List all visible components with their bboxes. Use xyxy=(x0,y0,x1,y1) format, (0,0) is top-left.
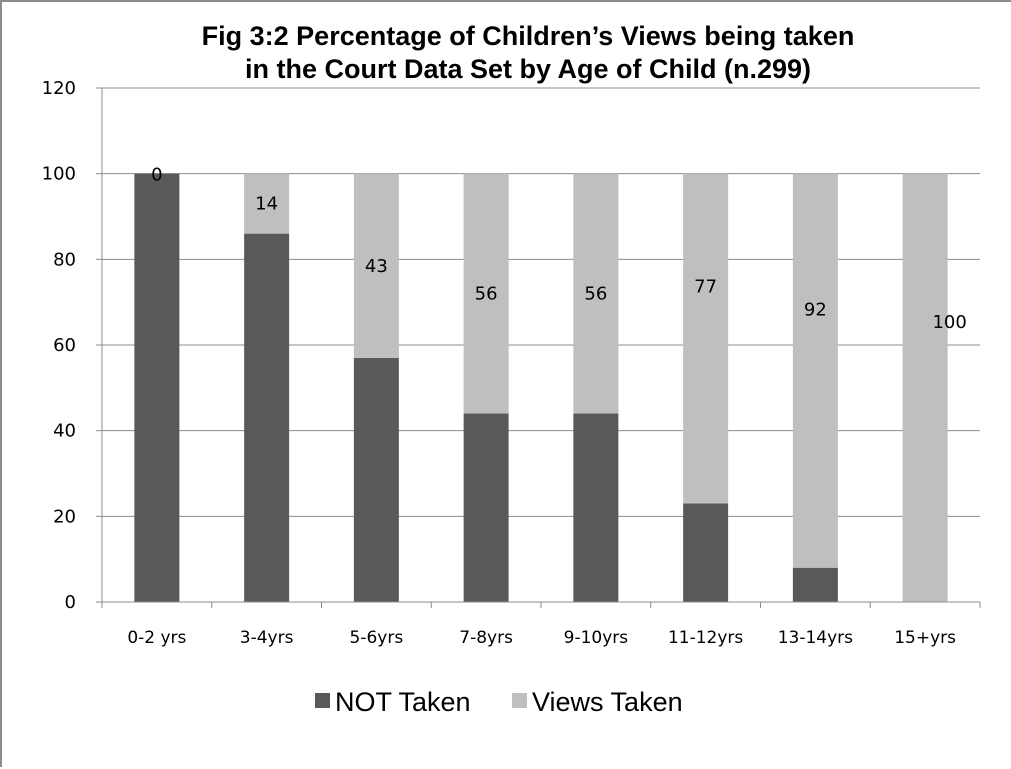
grid-lines xyxy=(102,87,980,517)
data-label-5-6yrs: 43 xyxy=(365,256,388,277)
data-label-3-4yrs: 14 xyxy=(255,194,278,215)
x-tick-label: 13-14yrs xyxy=(778,628,853,648)
x-tick-labels: 0-2 yrs 3-4yrs 5-6yrs 7-8yrs 9-10yrs 11-12yrs… xyxy=(127,628,956,648)
chart-title-line-2: in the Court Data Set by Age of Child (n… xyxy=(245,54,811,84)
bar-not-taken-5-6yrs xyxy=(353,357,399,602)
chart-title-line-1: Fig 3:2 Percentage of Children’s Views b… xyxy=(202,21,855,51)
bar-not-taken-3-4yrs xyxy=(244,233,290,602)
legend-swatch xyxy=(315,693,330,708)
bar-not-taken-7-8yrs xyxy=(463,413,509,602)
legend-item-not-taken: NOT Taken xyxy=(315,687,471,717)
data-label-15+yrs: 100 xyxy=(932,312,966,333)
x-tick-label: 9-10yrs xyxy=(564,628,629,648)
x-tick-label: 7-8yrs xyxy=(459,628,513,648)
bar-views-taken-5-6yrs xyxy=(353,173,399,358)
bar-views-taken-3-4yrs xyxy=(244,173,290,234)
bars xyxy=(134,173,948,602)
legend-swatch xyxy=(512,693,527,708)
legend: NOT Taken Views Taken xyxy=(315,687,683,717)
y-tick-label: 100 xyxy=(42,164,76,185)
chart-title: Fig 3:2 Percentage of Children’s Views b… xyxy=(202,21,855,84)
y-tick-label: 120 xyxy=(42,78,76,99)
data-label-13-14yrs: 92 xyxy=(804,300,827,321)
y-tick-label: 40 xyxy=(53,421,76,442)
legend-item-views-taken: Views Taken xyxy=(512,687,683,717)
axes xyxy=(96,87,981,608)
legend-label: Views Taken xyxy=(532,687,683,717)
x-tick-label: 3-4yrs xyxy=(240,628,294,648)
bar-not-taken-11-12yrs xyxy=(683,503,729,602)
bar-views-taken-7-8yrs xyxy=(463,173,509,414)
bar-not-taken-0-2yrs xyxy=(134,173,180,602)
data-labels: 0 14 43 56 56 77 92 100 xyxy=(151,165,967,333)
data-label-9-10yrs: 56 xyxy=(584,284,607,305)
data-label-0-2yrs: 0 xyxy=(151,165,162,186)
x-tick-label: 0-2 yrs xyxy=(127,628,186,648)
bar-views-taken-11-12yrs xyxy=(683,173,729,504)
x-tick-label: 5-6yrs xyxy=(350,628,404,648)
data-label-11-12yrs: 77 xyxy=(694,276,717,297)
y-tick-labels: 0 20 40 60 80 100 120 xyxy=(42,78,76,613)
legend-label: NOT Taken xyxy=(335,687,471,717)
bar-not-taken-13-14yrs xyxy=(792,567,838,602)
y-tick-label: 60 xyxy=(53,335,76,356)
bar-views-taken-13-14yrs xyxy=(792,173,838,568)
y-tick-label: 20 xyxy=(53,506,76,527)
bar-views-taken-15+yrs xyxy=(902,173,948,602)
y-tick-label: 0 xyxy=(65,592,76,613)
y-tick-label: 80 xyxy=(53,249,76,270)
x-tick-label: 11-12yrs xyxy=(668,628,743,648)
bar-not-taken-9-10yrs xyxy=(573,413,619,602)
bar-views-taken-9-10yrs xyxy=(573,173,619,414)
x-tick-label: 15+yrs xyxy=(894,628,956,648)
data-label-7-8yrs: 56 xyxy=(475,284,498,305)
